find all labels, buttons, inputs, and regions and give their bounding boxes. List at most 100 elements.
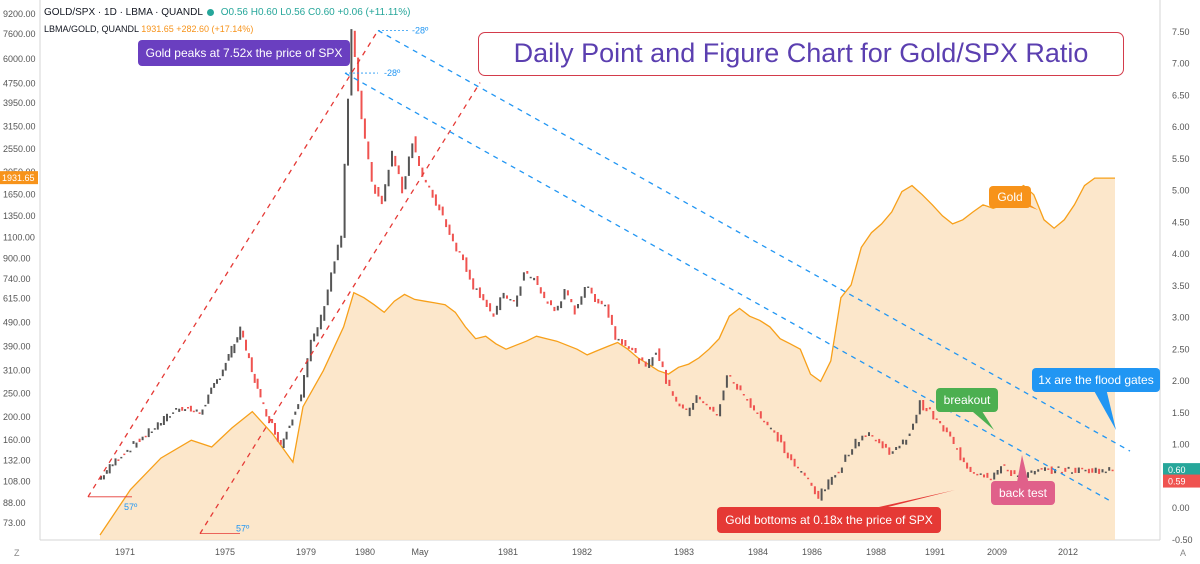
ratio-candle [492, 313, 495, 317]
ratio-candle [966, 462, 969, 469]
ratio-candle [108, 464, 111, 474]
ratio-candle [316, 327, 319, 337]
ratio-candle [719, 404, 722, 417]
ratio-candle [233, 344, 236, 354]
blue-trendline-2 [344, 72, 1113, 503]
ratio-candle [739, 385, 742, 391]
ratio-candle [594, 294, 596, 302]
ratio-candle [529, 276, 532, 279]
ratio-candle [654, 352, 657, 355]
ratio-candle [695, 395, 698, 403]
ratio-candle [303, 375, 305, 398]
ratio-candle [1037, 469, 1040, 472]
ratio-candle [1084, 469, 1087, 472]
right-axis-tick-label: 4.50 [1172, 217, 1190, 227]
ratio-candle [319, 314, 322, 330]
gold-price-badge [0, 171, 38, 185]
red-trendline-1 [87, 30, 379, 498]
ratio-candle [1077, 467, 1080, 473]
ratio-candle [431, 189, 434, 198]
ratio-candle [1067, 466, 1070, 469]
auto-scale-icon[interactable]: A [1180, 548, 1187, 558]
right-axis-tick-label: 2.50 [1172, 344, 1190, 354]
ratio-candle [522, 272, 525, 281]
ratio-candle [844, 454, 847, 462]
ratio-candle [221, 369, 224, 377]
ratio-candle [868, 432, 870, 436]
ratio-candle [187, 407, 189, 409]
breakout-callout-text: breakout [944, 393, 991, 407]
ratio-candle [218, 378, 221, 380]
ratio-candle [482, 294, 485, 301]
ratio-candle [506, 295, 508, 299]
time-axis-tick-label: 1982 [572, 547, 592, 557]
ratio-candle [563, 289, 566, 300]
left-axis-tick-label: 250.00 [3, 388, 31, 398]
ratio-candle [343, 163, 346, 238]
left-axis-tick-label: 390.00 [3, 341, 31, 351]
ratio-candle [448, 224, 451, 235]
ratio-candle [1081, 467, 1084, 470]
ratio-candle [972, 472, 975, 474]
ratio-candle [519, 286, 522, 296]
right-axis-tick-label: 2.00 [1172, 376, 1190, 386]
ratio-candle [502, 292, 505, 299]
ratio-candle [347, 98, 349, 166]
ratio-candle [641, 357, 644, 361]
left-axis-tick-label: 108.00 [3, 477, 31, 487]
ratio-candle [117, 459, 120, 461]
ratio-candle [297, 404, 300, 410]
ratio-candle [340, 235, 343, 248]
ratio-candle [553, 306, 556, 312]
ratio-candle [935, 418, 938, 420]
time-axis-tick-label: 1971 [115, 547, 135, 557]
ratio-candle [671, 391, 674, 396]
ratio-candle [213, 383, 216, 388]
ratio-candle [783, 441, 786, 454]
time-axis-tick-label: 1986 [802, 547, 822, 557]
ratio-candle [201, 409, 204, 415]
ratio-candle [786, 452, 789, 459]
overlay-label[interactable]: LBMA/GOLD, QUANDL [44, 24, 139, 34]
ratio-candle [441, 206, 444, 216]
ratio-candle [462, 254, 464, 261]
ratio-candle [159, 423, 162, 426]
angle-label: -28º [412, 25, 429, 35]
ratio-candle [216, 379, 218, 384]
ratio-candle [178, 408, 181, 412]
right-axis-tick-label: 7.00 [1172, 59, 1190, 69]
ratio-candle [153, 428, 156, 430]
scale-z-icon[interactable]: Z [14, 548, 20, 558]
left-axis-tick-label: 3950.00 [3, 98, 36, 108]
time-axis-tick-label: 1981 [498, 547, 518, 557]
ratio-candle [105, 470, 108, 474]
ratio-candle [175, 408, 178, 410]
ratio-candle [912, 423, 914, 430]
ratio-candle [475, 288, 478, 290]
ratio-candle [360, 90, 363, 120]
ratio-candle [407, 156, 410, 176]
ratio-candle [250, 357, 253, 373]
ratio-candle [580, 296, 583, 305]
ratio-candle [604, 304, 607, 307]
symbol-label[interactable]: GOLD/SPX · 1D · LBMA · QUANDL [44, 7, 203, 18]
ratio-candle [271, 419, 274, 424]
ratio-candle [236, 337, 239, 343]
ratio-candle [956, 448, 958, 450]
ratio-candle [925, 408, 928, 412]
ratio-candle [624, 340, 627, 347]
ratio-candle [661, 361, 664, 368]
ratio-candle [871, 435, 874, 437]
ratio-candle [773, 430, 776, 433]
ratio-candle [184, 409, 187, 411]
ratio-candle [445, 219, 448, 228]
ratio-candle [932, 411, 935, 420]
right-axis-tick-label: 5.50 [1172, 154, 1190, 164]
ratio-candle [793, 458, 796, 467]
ratio-candle [353, 30, 356, 57]
ratio-candle [651, 357, 654, 366]
ratio-candle [648, 359, 651, 368]
ratio-candle [242, 330, 245, 338]
ratio-candle [583, 287, 586, 298]
ratio-candle [634, 348, 637, 353]
